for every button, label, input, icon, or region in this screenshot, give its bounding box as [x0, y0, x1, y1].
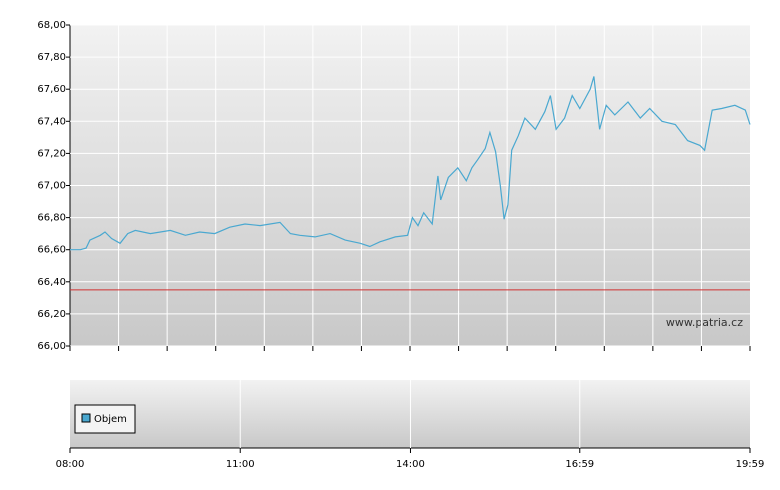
watermark: www.patria.cz	[666, 316, 743, 329]
y-tick-label: 66,80	[37, 213, 66, 224]
y-tick-label: 68,00	[37, 20, 66, 31]
y-tick-label: 67,20	[37, 148, 66, 159]
x-tick-label: 08:00	[56, 459, 85, 470]
legend-swatch	[81, 413, 91, 423]
x-tick-label: 19:59	[736, 459, 765, 470]
y-tick-label: 67,60	[37, 84, 66, 95]
y-tick-label: 66,00	[37, 341, 66, 352]
y-tick-label: 67,40	[37, 116, 66, 127]
legend-label: Objem	[94, 414, 127, 425]
x-tick-label: 11:00	[226, 459, 255, 470]
volume-legend: Objem	[74, 404, 136, 434]
y-tick-label: 66,60	[37, 245, 66, 256]
y-tick-label: 67,00	[37, 181, 66, 192]
x-tick-label: 16:59	[565, 459, 594, 470]
legend-box	[74, 404, 136, 434]
x-tick-label: 14:00	[396, 459, 425, 470]
price-line	[70, 76, 751, 251]
y-tick-label: 66,20	[37, 309, 66, 320]
y-tick-label: 67,80	[37, 52, 66, 63]
y-tick-label: 66,40	[37, 277, 66, 288]
